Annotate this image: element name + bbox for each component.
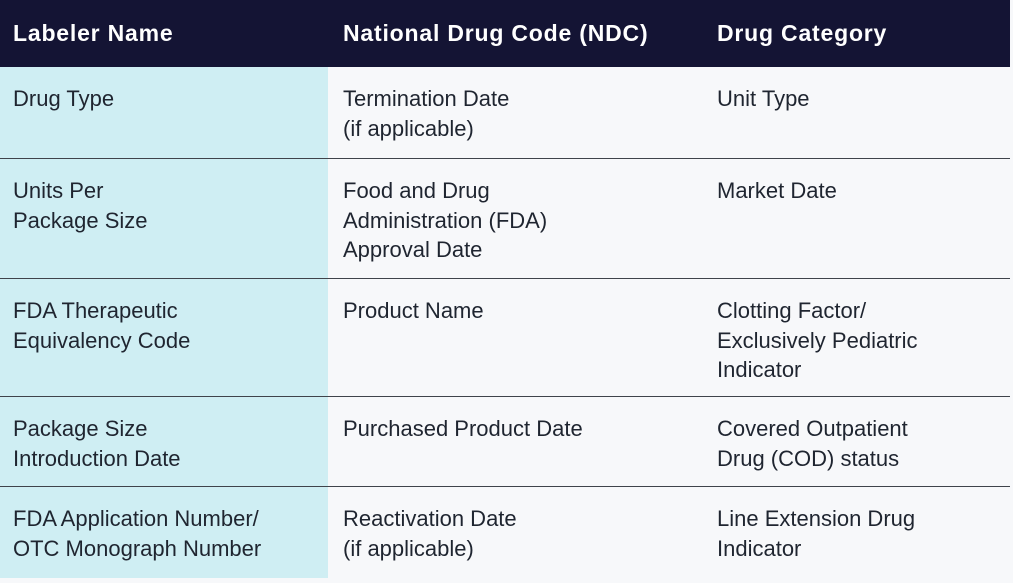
cell-line: Reactivation Date [343,506,517,531]
cell-line: Product Name [343,298,484,323]
cell-line: Administration (FDA) [343,207,548,233]
cell-line: FDA Therapeutic [13,298,178,323]
table-header: Labeler Name National Drug Code (NDC) Dr… [0,0,1010,67]
table-row: FDA Therapeutic Equivalency Code Product… [0,279,1010,396]
cell-line: (if applicable) [343,535,474,561]
table-cell: Reactivation Date (if applicable) [343,504,698,563]
table-cell: Market Date [717,176,1007,206]
row-divider [0,396,1010,397]
table-cell: Unit Type [717,84,1007,114]
cell-line: Equivalency Code [13,327,191,353]
header-drug-category: Drug Category [717,20,888,46]
cell-line: Package Size [13,207,148,233]
table-cell: Drug Type [13,84,318,114]
table-cell: Termination Date (if applicable) [343,84,698,143]
table-cell: Line Extension Drug Indicator [717,504,1007,563]
table-cell: FDA Application Number/ OTC Monograph Nu… [13,504,318,563]
cell-line: Indicator [717,357,802,382]
cell-line: Approval Date [343,237,483,262]
cell-line: OTC Monograph Number [13,535,262,561]
cell-line: (if applicable) [343,115,474,141]
table-cell: Product Name [343,296,698,326]
cell-line: Introduction Date [13,445,181,471]
cell-line: Package Size [13,416,148,441]
cell-line: Line Extension Drug [717,506,916,531]
cell-line: Indicator [717,535,802,561]
table-cell: Clotting Factor/ Exclusively Pediatric I… [717,296,1007,385]
row-divider [0,278,1010,279]
table-cell: Covered Outpatient Drug (COD) status [717,414,1007,473]
table-cell: Package Size Introduction Date [13,414,318,473]
table-row: FDA Application Number/ OTC Monograph Nu… [0,487,1010,578]
table-cell: Units Per Package Size [13,176,318,235]
cell-line: FDA Application Number/ [13,506,259,531]
row-divider [0,486,1010,487]
table-cell: FDA Therapeutic Equivalency Code [13,296,318,355]
row-divider [0,158,1010,159]
header-national-drug-code: National Drug Code (NDC) [343,20,649,46]
table-row: Package Size Introduction Date Purchased… [0,397,1010,486]
cell-line: Purchased Product Date [343,416,583,441]
cell-line: Drug (COD) status [717,445,900,471]
table-cell: Purchased Product Date [343,414,698,444]
cell-line: Drug Type [13,86,115,111]
table-row: Units Per Package Size Food and Drug Adm… [0,159,1010,278]
table-row: Drug Type Termination Date (if applicabl… [0,67,1010,158]
cell-line: Covered Outpatient [717,416,908,441]
cell-line: Unit Type [717,86,810,111]
cell-line: Units Per [13,178,104,203]
cell-line: Food and Drug [343,178,490,203]
header-labeler-name: Labeler Name [13,20,174,46]
cell-line: Termination Date [343,86,510,111]
cell-line: Market Date [717,178,837,203]
cell-line: Exclusively Pediatric [717,327,918,353]
table-cell: Food and Drug Administration (FDA) Appro… [343,176,698,265]
first-column-highlight [0,67,328,578]
cell-line: Clotting Factor/ [717,298,867,323]
